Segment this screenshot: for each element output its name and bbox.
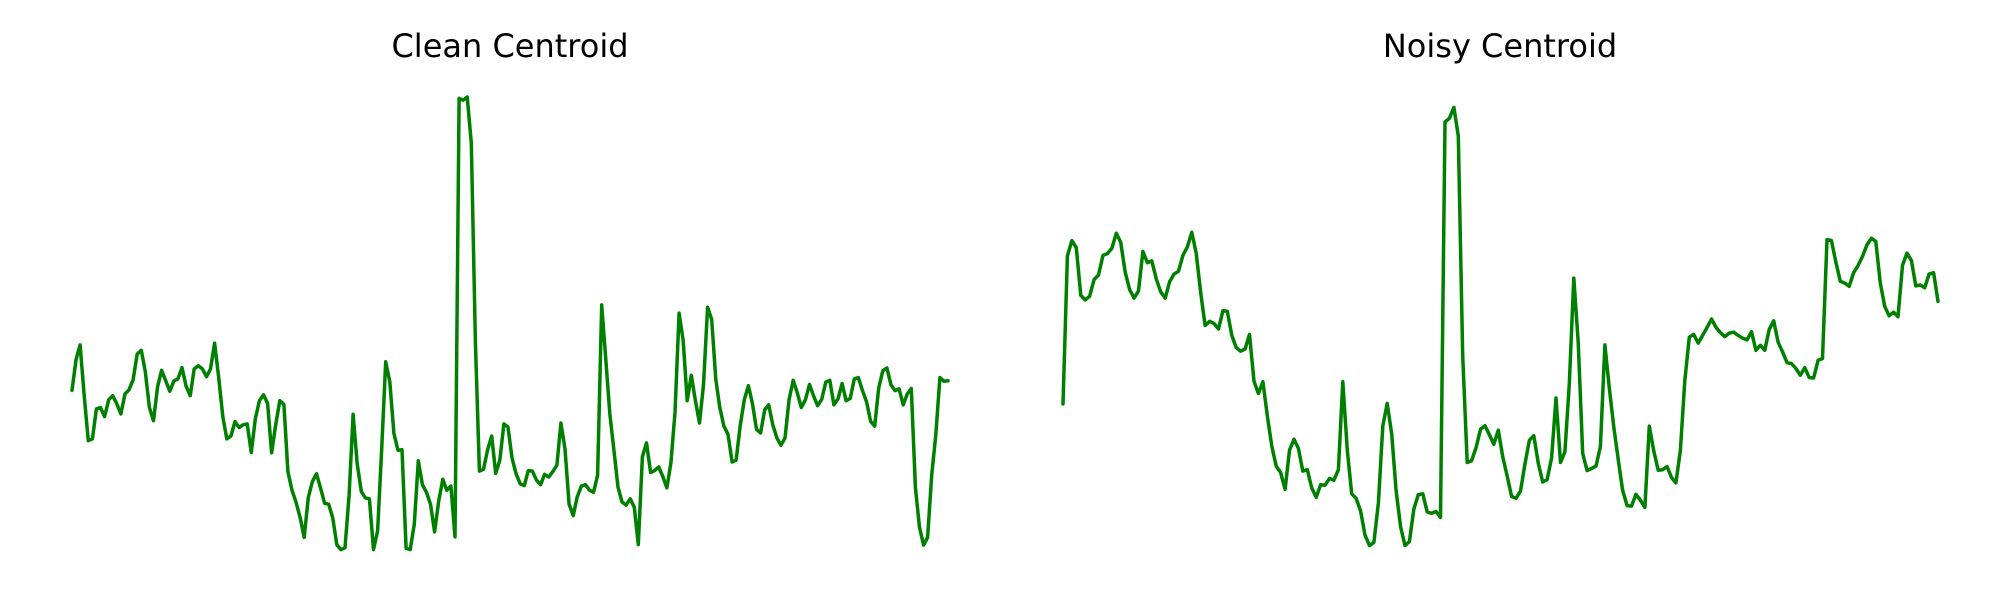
noisy-centroid-line (1061, 105, 1940, 548)
clean-centroid-line (70, 95, 950, 552)
clean-centroid-chart: Clean Centroid (70, 27, 950, 552)
noisy-centroid-title: Noisy Centroid (1383, 27, 1617, 65)
clean-centroid-title: Clean Centroid (391, 27, 628, 65)
noisy-centroid-chart: Noisy Centroid (1061, 27, 1940, 548)
